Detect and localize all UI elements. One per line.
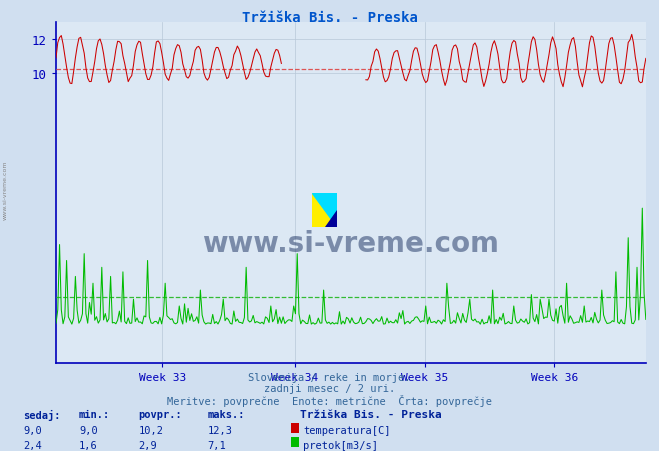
Text: Meritve: povprečne  Enote: metrične  Črta: povprečje: Meritve: povprečne Enote: metrične Črta:… [167, 395, 492, 407]
Text: povpr.:: povpr.: [138, 410, 182, 419]
Text: min.:: min.: [79, 410, 110, 419]
Text: temperatura[C]: temperatura[C] [303, 425, 391, 435]
Text: maks.:: maks.: [208, 410, 245, 419]
Text: 2,4: 2,4 [23, 440, 42, 450]
Text: 10,2: 10,2 [138, 425, 163, 435]
Text: www.si-vreme.com: www.si-vreme.com [202, 230, 500, 258]
Text: 9,0: 9,0 [79, 425, 98, 435]
Text: 7,1: 7,1 [208, 440, 226, 450]
Polygon shape [312, 194, 337, 228]
Polygon shape [325, 211, 337, 228]
Text: sedaj:: sedaj: [23, 410, 61, 420]
Text: www.si-vreme.com: www.si-vreme.com [3, 160, 8, 219]
Polygon shape [312, 194, 337, 228]
Text: 12,3: 12,3 [208, 425, 233, 435]
Text: 1,6: 1,6 [79, 440, 98, 450]
Text: Tržiška Bis. - Preska: Tržiška Bis. - Preska [242, 11, 417, 25]
Text: Tržiška Bis. - Preska: Tržiška Bis. - Preska [300, 410, 442, 419]
Text: zadnji mesec / 2 uri.: zadnji mesec / 2 uri. [264, 383, 395, 393]
Text: 2,9: 2,9 [138, 440, 157, 450]
Text: pretok[m3/s]: pretok[m3/s] [303, 440, 378, 450]
Text: 9,0: 9,0 [23, 425, 42, 435]
Text: Slovenija / reke in morje.: Slovenija / reke in morje. [248, 372, 411, 382]
